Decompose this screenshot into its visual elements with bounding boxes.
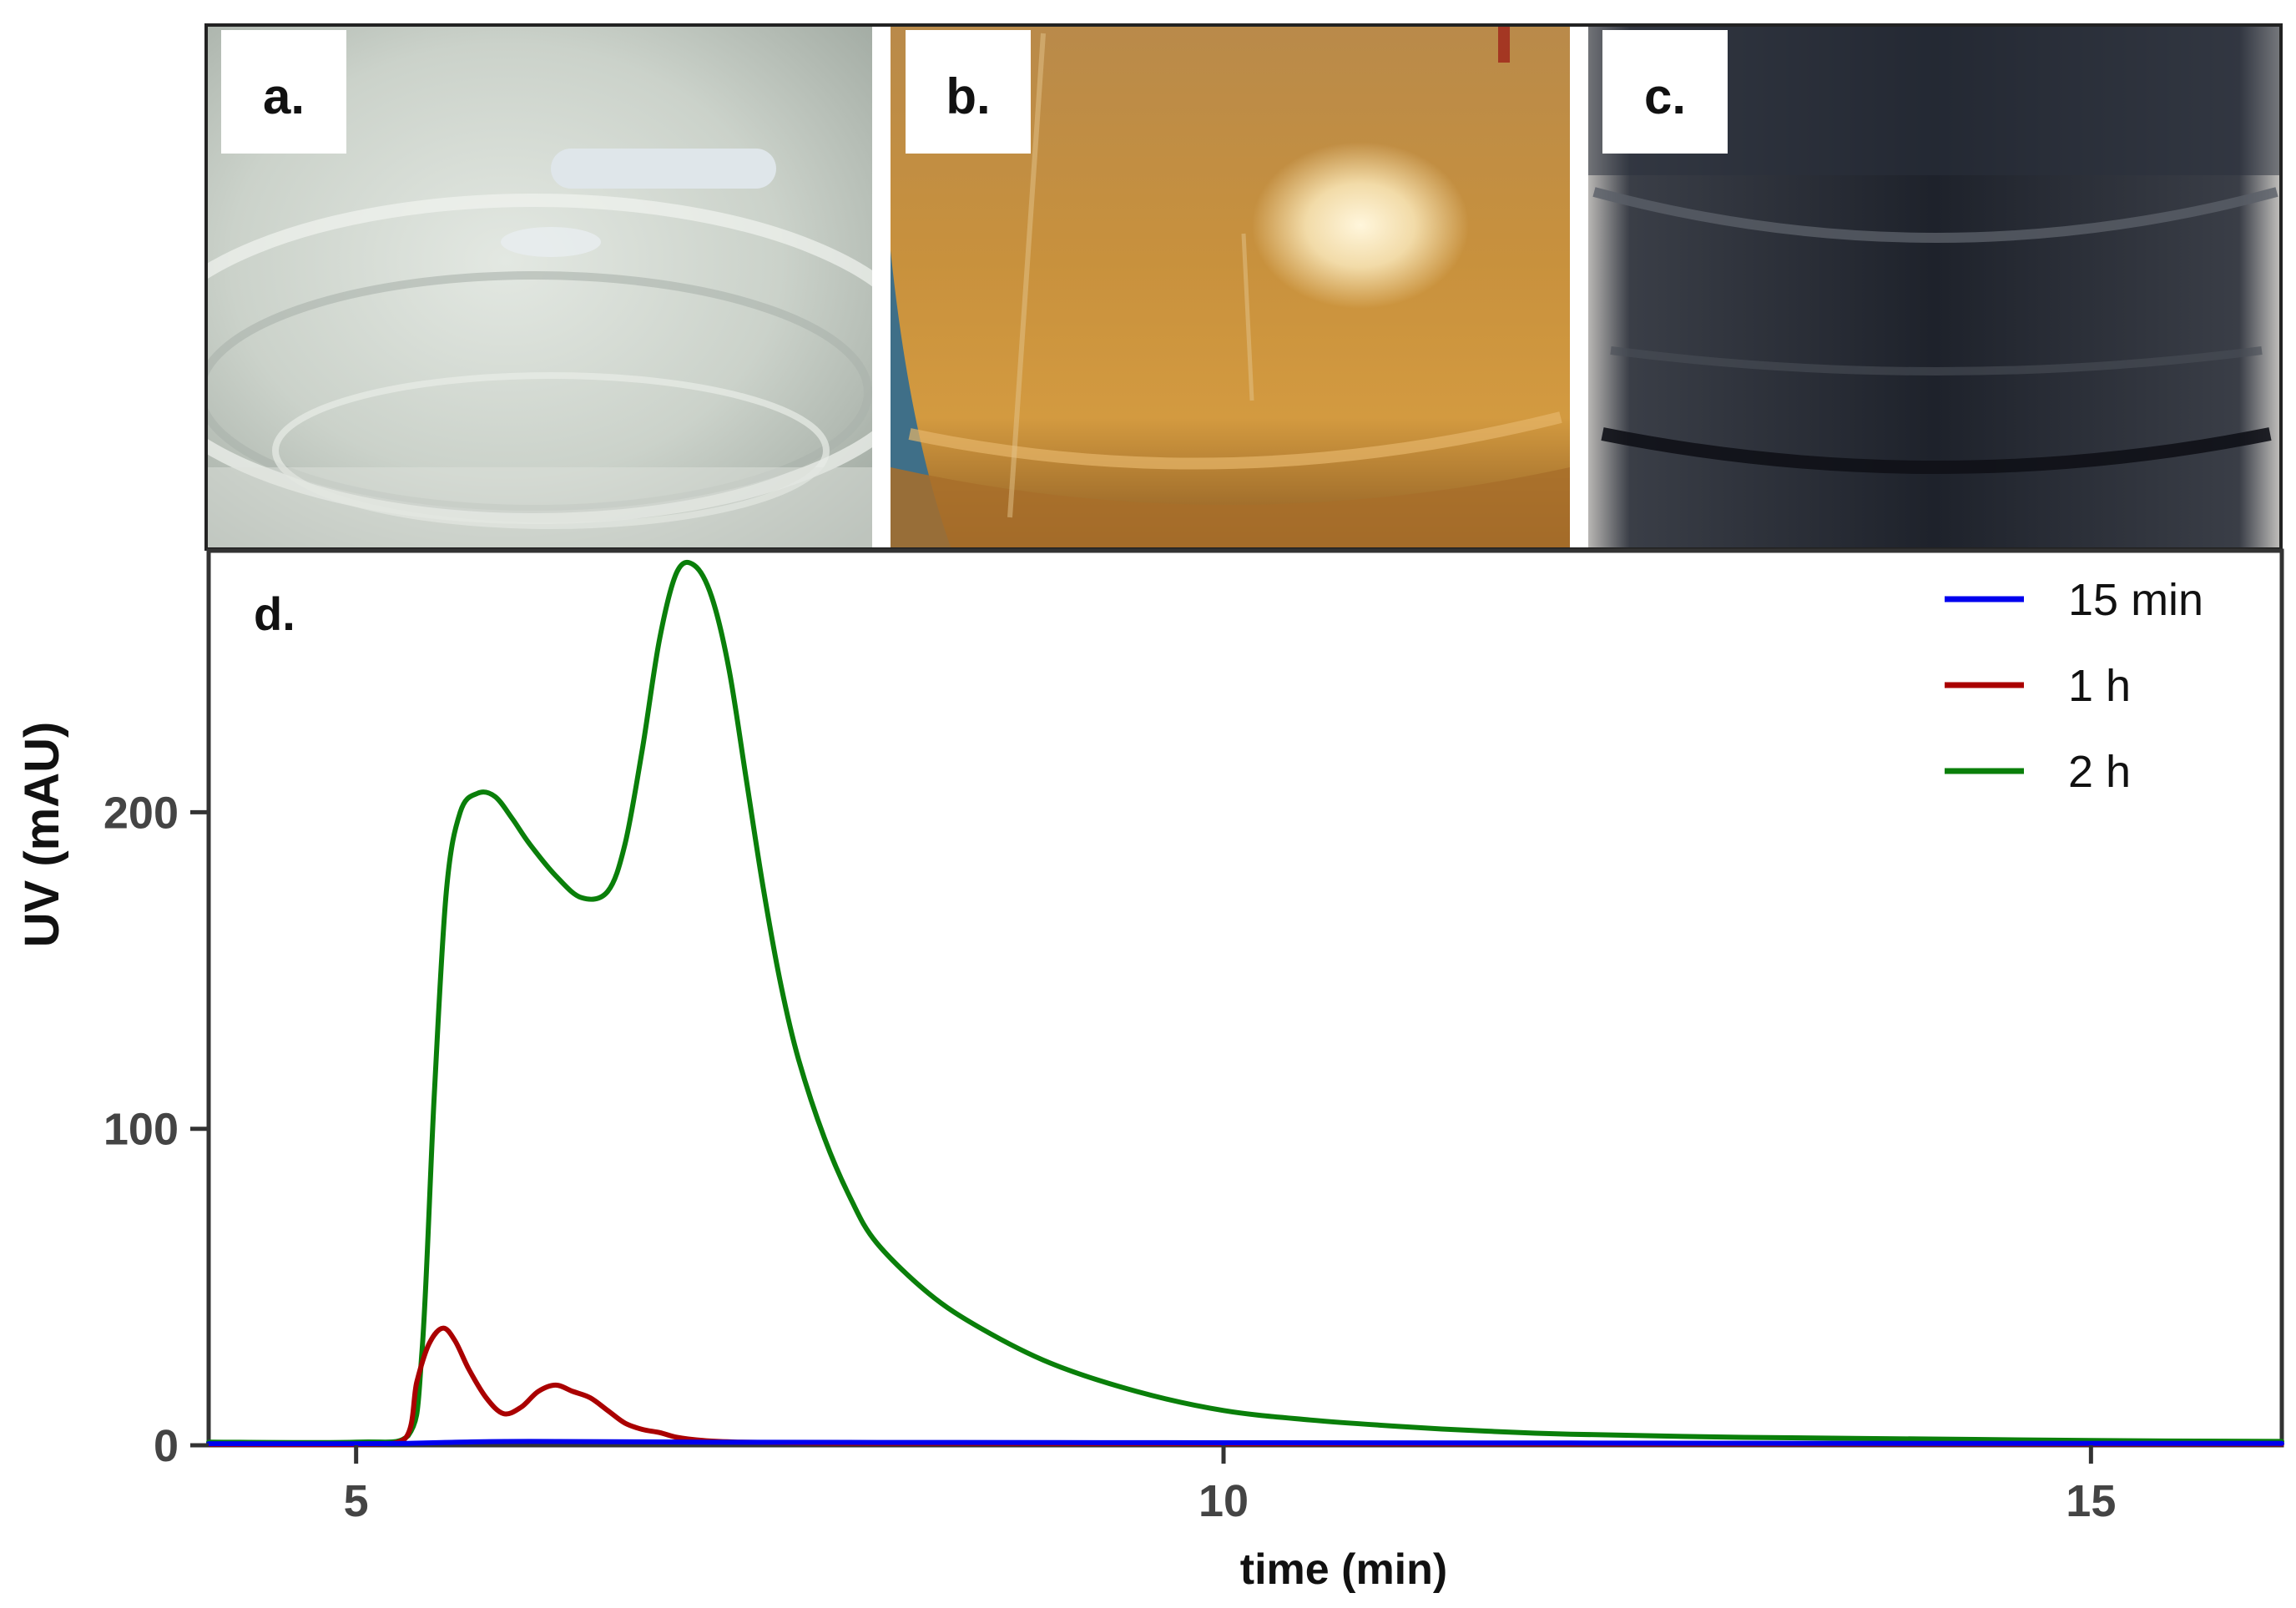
- legend-item: 1 h: [1945, 661, 2131, 711]
- x-tick-label: 5: [344, 1476, 369, 1526]
- legend-label: 15 min: [2068, 575, 2203, 625]
- legend-item: 2 h: [1945, 747, 2131, 797]
- legend-label: 2 h: [2068, 747, 2131, 797]
- photo-labels: a. b. c.: [221, 30, 1728, 154]
- legend-label: 1 h: [2068, 661, 2131, 711]
- legend-item: 15 min: [1945, 575, 2203, 625]
- x-axis-label: time (min): [1240, 1545, 1447, 1594]
- series-line-2-h: [206, 559, 2284, 1445]
- chart-series-group: [206, 559, 2284, 1448]
- x-tick-label: 10: [1198, 1476, 1249, 1526]
- panel-label-a: a.: [221, 30, 346, 154]
- y-tick-label: 100: [103, 1105, 179, 1155]
- chart-frame: [206, 548, 2284, 1448]
- y-axis: 0 100 200: [103, 788, 209, 1471]
- y-tick-label: 0: [154, 1421, 179, 1471]
- x-axis: 5 10 15: [344, 1445, 2116, 1526]
- stir-bar-icon: [551, 149, 776, 189]
- chart-panel: 5 10 15 0 100 200 15 min 1 h 2 h d. UV (mAU) t…: [15, 548, 2284, 1594]
- photo-panel-a: [206, 25, 872, 549]
- y-axis-label: UV (mAU): [15, 722, 69, 948]
- stir-bar-icon: [1252, 142, 1469, 309]
- panel-label-text-a: a.: [263, 68, 305, 124]
- x-tick-label: 15: [2066, 1476, 2116, 1526]
- panel-label-c: c.: [1602, 30, 1728, 154]
- panel-label-text-b: b.: [946, 68, 990, 124]
- panel-label-text-c: c.: [1644, 68, 1686, 124]
- legend: 15 min 1 h 2 h: [1945, 575, 2203, 797]
- panel-label-d: d.: [254, 587, 295, 640]
- photo-strip: [204, 23, 2283, 551]
- y-tick-label: 200: [103, 788, 179, 838]
- panel-label-b: b.: [906, 30, 1031, 154]
- series-line-15-min: [206, 1439, 2284, 1447]
